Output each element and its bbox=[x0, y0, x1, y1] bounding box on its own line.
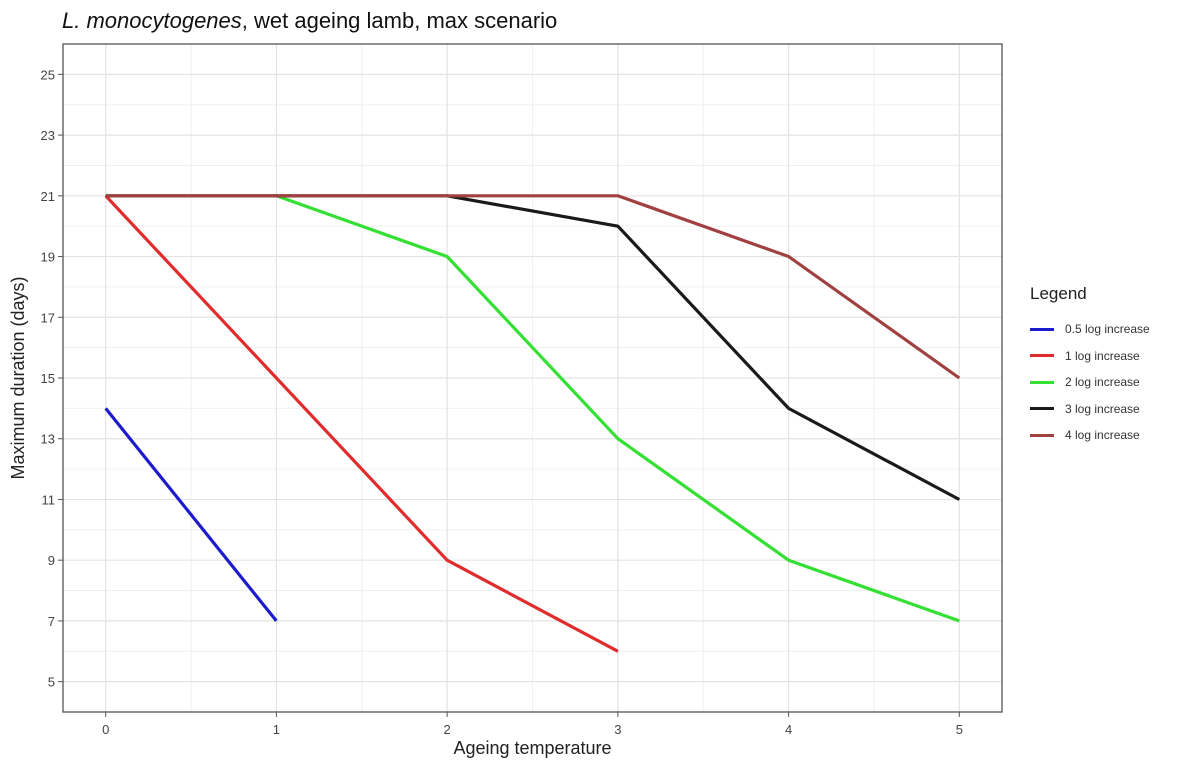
legend-label: 0.5 log increase bbox=[1065, 322, 1150, 337]
y-tick-label: 25 bbox=[41, 67, 55, 82]
legend-key bbox=[1030, 433, 1054, 437]
y-tick-label: 17 bbox=[41, 310, 55, 325]
legend-item: 1 log increase bbox=[1030, 343, 1150, 370]
y-tick-label: 5 bbox=[48, 675, 55, 690]
x-tick-label: 0 bbox=[102, 722, 109, 737]
y-axis: 5 7 9 11 13 15 17 19 21 23 25 bbox=[41, 67, 63, 690]
legend-key bbox=[1030, 380, 1054, 384]
legend: Legend 0.5 log increase 1 log increase 2 l… bbox=[1030, 284, 1150, 449]
x-axis-label: Ageing temperature bbox=[453, 738, 611, 758]
y-tick-label: 21 bbox=[41, 189, 55, 204]
legend-key bbox=[1030, 407, 1054, 411]
y-tick-label: 9 bbox=[48, 553, 55, 568]
legend-key bbox=[1030, 354, 1054, 358]
y-tick-label: 11 bbox=[42, 492, 56, 507]
legend-label: 2 log increase bbox=[1065, 375, 1140, 390]
legend-key bbox=[1030, 327, 1054, 331]
legend-items: 0.5 log increase 1 log increase 2 log incr… bbox=[1030, 316, 1150, 449]
series-line-0-5-log-increase bbox=[104, 407, 278, 622]
legend-item: 0.5 log increase bbox=[1030, 316, 1150, 343]
legend-item: 2 log increase bbox=[1030, 369, 1150, 396]
legend-label: 4 log increase bbox=[1065, 428, 1140, 443]
legend-label: 3 log increase bbox=[1065, 401, 1140, 416]
chart-title-rest: , wet ageing lamb, max scenario bbox=[241, 8, 558, 33]
legend-label: 1 log increase bbox=[1065, 348, 1140, 363]
chart-title-organism: L. monocytogenes bbox=[62, 8, 242, 33]
y-tick-label: 19 bbox=[41, 250, 55, 265]
legend-item: 3 log increase bbox=[1030, 396, 1150, 423]
y-tick-label: 15 bbox=[41, 371, 55, 386]
y-tick-label: 13 bbox=[41, 432, 55, 447]
x-axis: 0 1 2 3 4 5 bbox=[102, 712, 963, 737]
series-layer bbox=[104, 194, 961, 653]
x-tick-label: 3 bbox=[614, 722, 621, 737]
y-tick-label: 23 bbox=[41, 128, 55, 143]
grid-major bbox=[63, 44, 1002, 712]
y-axis-label: Maximum duration (days) bbox=[8, 276, 28, 479]
legend-title: Legend bbox=[1030, 284, 1087, 303]
series-line-4-log-increase bbox=[105, 194, 961, 380]
legend-item: 4 log increase bbox=[1030, 422, 1150, 449]
x-tick-label: 4 bbox=[785, 722, 792, 737]
x-tick-label: 5 bbox=[956, 722, 963, 737]
chart-title: L. monocytogenes, wet ageing lamb, max s… bbox=[62, 8, 557, 34]
x-tick-label: 1 bbox=[273, 722, 280, 737]
series-line-2-log-increase bbox=[275, 194, 960, 623]
series-line-1-log-increase bbox=[104, 194, 619, 653]
x-tick-label: 2 bbox=[444, 722, 451, 737]
y-tick-label: 7 bbox=[48, 614, 55, 629]
